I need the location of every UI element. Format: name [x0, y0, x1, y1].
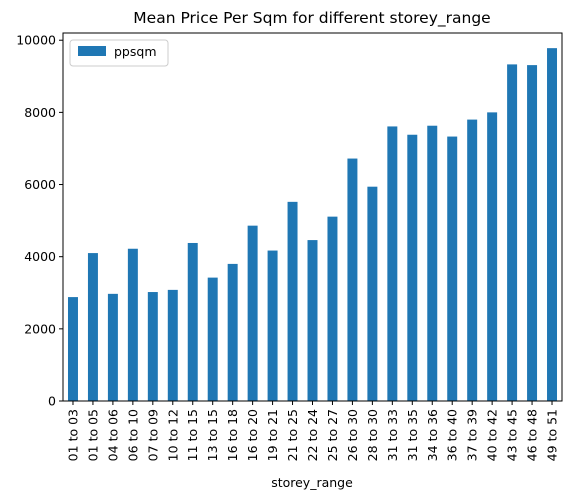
x-tick-label: 13 to 15: [205, 409, 220, 461]
bar-06-to-10: [127, 248, 138, 401]
legend: ppsqm: [69, 39, 169, 67]
x-tick-label: 10 to 12: [165, 409, 180, 461]
x-tick-label: 40 to 42: [485, 409, 500, 461]
x-tick-label: 37 to 39: [465, 409, 480, 461]
x-axis: 01 to 03 01 to 05 04 to 06 06 to 10 07 to 09…: [65, 401, 560, 461]
bar-22-to-24: [307, 240, 318, 401]
x-tick-label: 22 to 24: [305, 409, 320, 461]
x-tick-label: 25 to 27: [325, 409, 340, 461]
x-tick-label: 16 to 18: [225, 409, 240, 461]
bar-26-to-30: [347, 158, 358, 401]
bar-31-to-33: [387, 126, 398, 401]
x-tick-label: 06 to 10: [125, 409, 140, 461]
bar-21-to-25: [287, 201, 298, 401]
y-tick-label: 4000: [24, 249, 56, 264]
x-tick-label: 01 to 05: [85, 409, 100, 461]
y-tick-label: 10000: [16, 33, 56, 48]
bar-16-to-18: [227, 263, 238, 401]
x-tick-label: 36 to 40: [445, 409, 460, 461]
bar-11-to-15: [187, 242, 198, 401]
bar-13-to-15: [207, 277, 218, 401]
y-tick-label: 6000: [24, 177, 56, 192]
bar-34-to-36: [427, 125, 438, 401]
bar-49-to-51: [547, 48, 558, 402]
x-tick-label: 04 to 06: [105, 409, 120, 461]
plot-frame: [62, 32, 563, 402]
bar-36-to-40: [447, 136, 458, 402]
y-tick-label: 2000: [24, 321, 56, 336]
x-tick-label: 07 to 09: [145, 409, 160, 461]
bar-40-to-42: [487, 112, 498, 402]
bar-46-to-48: [527, 65, 538, 402]
bar-37-to-39: [467, 119, 478, 401]
y-tick-label: 0: [48, 394, 56, 409]
bar-19-to-21: [267, 250, 278, 401]
bar-25-to-27: [327, 216, 338, 401]
bar-01-to-05: [87, 253, 98, 401]
bar-01-to-03: [67, 297, 78, 401]
x-tick-label: 43 to 45: [505, 409, 520, 461]
x-tick-label: 19 to 21: [265, 409, 280, 461]
x-tick-label: 31 to 33: [385, 409, 400, 461]
chart-title: Mean Price Per Sqm for different storey_…: [133, 9, 490, 28]
bar-10-to-12: [167, 289, 178, 401]
bar-43-to-45: [507, 64, 518, 401]
x-tick-label: 28 to 30: [365, 409, 380, 461]
y-tick-label: 8000: [24, 105, 56, 120]
bar-07-to-09: [147, 292, 158, 401]
x-tick-label: 46 to 48: [525, 409, 540, 461]
x-tick-label: 11 to 15: [185, 409, 200, 461]
x-tick-label: 34 to 36: [425, 409, 440, 461]
x-tick-label: 21 to 25: [285, 409, 300, 461]
x-tick-label: 16 to 20: [245, 409, 260, 461]
x-axis-label: storey_range: [271, 475, 353, 490]
bar-28-to-30: [367, 186, 378, 401]
bars-group: [67, 48, 558, 402]
x-tick-label: 31 to 35: [405, 409, 420, 461]
bar-04-to-06: [107, 293, 118, 401]
x-tick-label: 26 to 30: [345, 409, 360, 461]
y-axis: 0 2000 4000 6000 8000 10000: [16, 33, 63, 409]
x-tick-label: 01 to 03: [65, 409, 80, 461]
legend-label: ppsqm: [114, 44, 157, 59]
bar-16-to-20: [247, 225, 258, 401]
legend-swatch: [78, 46, 106, 56]
x-tick-label: 49 to 51: [545, 409, 560, 461]
bar-31-to-35: [407, 134, 418, 402]
